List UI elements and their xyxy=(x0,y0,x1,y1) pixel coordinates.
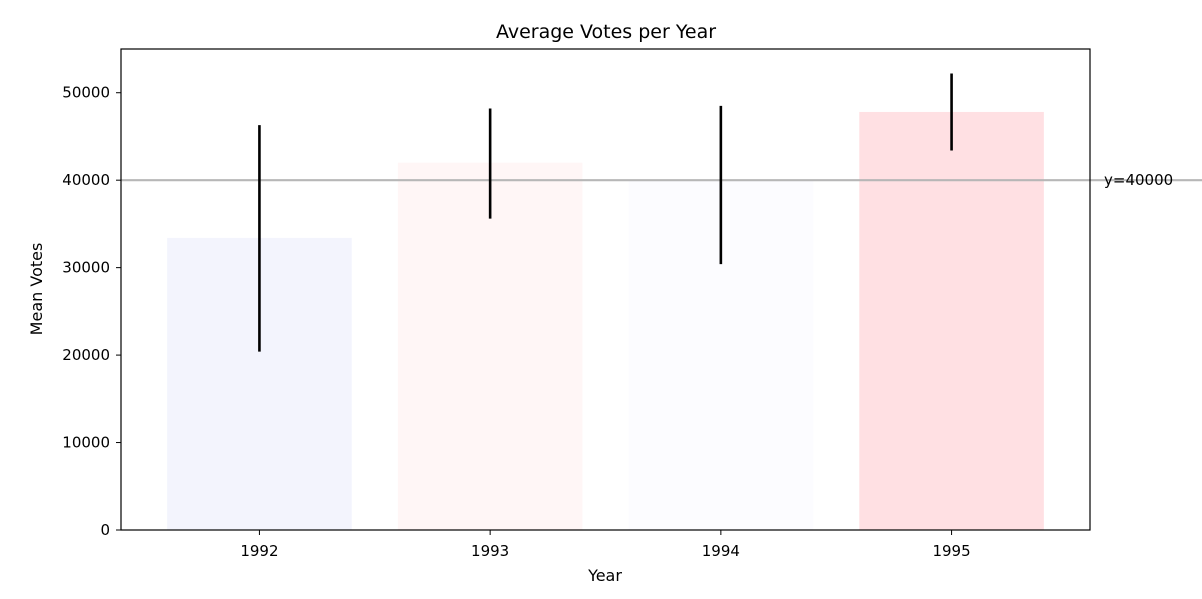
y-tick-label-20000: 20000 xyxy=(62,346,110,364)
y-axis-title: Mean Votes xyxy=(27,243,46,336)
chart-title: Average Votes per Year xyxy=(496,21,716,43)
bars-layer xyxy=(167,111,1044,530)
x-tick-label-1993: 1993 xyxy=(471,542,509,560)
x-axis: 1992 1993 1994 1995 xyxy=(240,530,971,560)
x-tick-label-1994: 1994 xyxy=(702,542,740,560)
x-tick-label-1992: 1992 xyxy=(240,542,278,560)
x-tick-label-1995: 1995 xyxy=(932,542,970,560)
y-tick-label-40000: 40000 xyxy=(62,171,110,189)
y-axis: 0 10000 20000 30000 40000 50000 xyxy=(62,84,121,539)
y-tick-label-10000: 10000 xyxy=(62,434,110,452)
x-axis-title: Year xyxy=(587,566,622,585)
y-tick-label-50000: 50000 xyxy=(62,84,110,102)
error-bars-layer xyxy=(258,73,953,352)
reference-line-layer: y=40000 xyxy=(121,171,1202,189)
plot-frame xyxy=(120,48,1091,531)
y-tick-label-0: 0 xyxy=(100,521,110,539)
bar-1993 xyxy=(397,162,583,530)
reference-line-label: y=40000 xyxy=(1104,171,1173,189)
y-tick-label-30000: 30000 xyxy=(62,259,110,277)
bar-1995 xyxy=(859,111,1044,530)
